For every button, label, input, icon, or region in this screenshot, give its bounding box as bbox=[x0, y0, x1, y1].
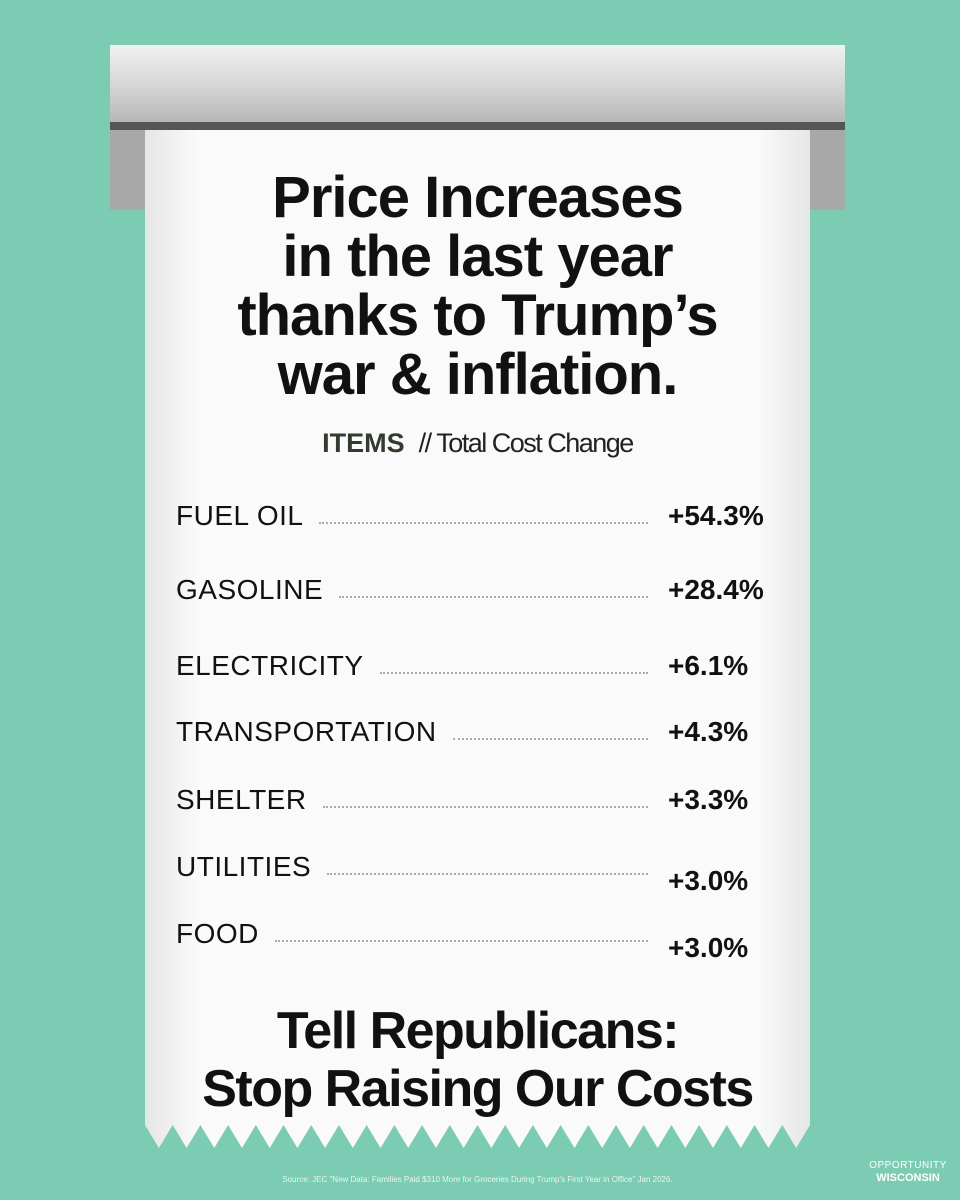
printer-roller bbox=[110, 45, 845, 125]
title-line: war & inflation. bbox=[277, 342, 679, 407]
item-name: SHELTER bbox=[176, 784, 307, 815]
item-value: +4.3% bbox=[668, 716, 749, 747]
item-value: +3.0% bbox=[668, 865, 749, 896]
title: Price Increases in the last year thanks … bbox=[145, 168, 810, 404]
title-line: thanks to Trump’s bbox=[237, 283, 718, 348]
footer-line: Stop Raising Our Costs bbox=[202, 1060, 754, 1118]
item-row: FUEL OIL +54.3% bbox=[176, 500, 780, 532]
dotted-leader bbox=[379, 671, 648, 674]
item-name: ELECTRICITY bbox=[176, 650, 364, 681]
item-value: +28.4% bbox=[668, 574, 764, 605]
item-value: +6.1% bbox=[668, 650, 749, 681]
item-name: FOOD bbox=[176, 918, 259, 949]
dotted-leader bbox=[452, 737, 648, 740]
printer-slot bbox=[110, 122, 845, 130]
header-subtitle: // Total Cost Change bbox=[418, 428, 635, 458]
item-name: UTILITIES bbox=[176, 851, 312, 882]
item-value: +54.3% bbox=[668, 500, 764, 531]
item-row: GASOLINE +28.4% bbox=[176, 574, 780, 606]
dotted-leader bbox=[319, 521, 648, 524]
dotted-leader bbox=[322, 805, 648, 808]
logo: OPPORTUNITY WISCONSIN bbox=[866, 1160, 950, 1184]
item-name: FUEL OIL bbox=[176, 500, 304, 531]
item-row: UTILITIES +3.0% bbox=[176, 851, 780, 896]
item-row: ELECTRICITY +6.1% bbox=[176, 650, 780, 682]
item-name: GASOLINE bbox=[176, 574, 324, 605]
item-row: FOOD +3.0% bbox=[176, 918, 780, 963]
footer-line: Tell Republicans: bbox=[276, 1002, 680, 1060]
footer: Tell Republicans: Stop Raising Our Costs bbox=[145, 1002, 810, 1118]
item-value: +3.3% bbox=[668, 784, 749, 815]
title-line: Price Increases bbox=[272, 165, 684, 230]
logo-line: WISCONSIN bbox=[876, 1172, 940, 1184]
item-row: SHELTER +3.3% bbox=[176, 784, 780, 816]
item-name: TRANSPORTATION bbox=[176, 716, 437, 747]
dotted-leader bbox=[339, 595, 648, 598]
items-label: ITEMS bbox=[322, 428, 405, 458]
item-row: TRANSPORTATION +4.3% bbox=[176, 716, 780, 748]
dotted-leader bbox=[274, 939, 648, 942]
column-header: ITEMS // Total Cost Change bbox=[145, 428, 810, 459]
source: Source: JEC "New Data: Families Paid $31… bbox=[282, 1175, 673, 1184]
dotted-leader bbox=[327, 872, 648, 875]
title-line: in the last year bbox=[282, 224, 673, 289]
receipt-paper bbox=[145, 130, 810, 1148]
logo-line: OPPORTUNITY bbox=[869, 1160, 947, 1171]
item-value: +3.0% bbox=[668, 932, 749, 963]
